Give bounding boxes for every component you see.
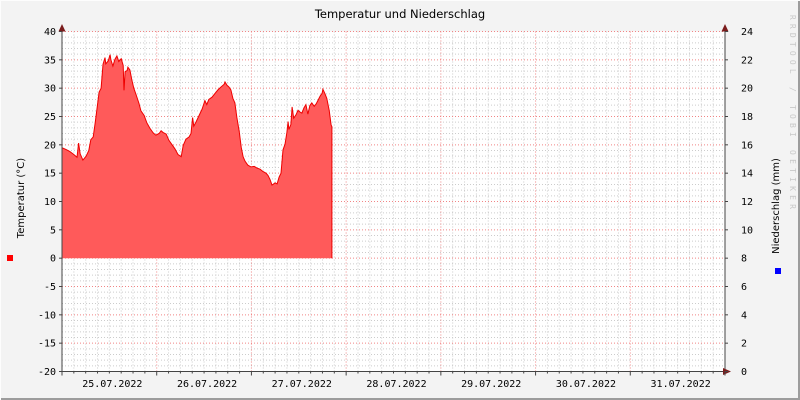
right-tick-label: 24 xyxy=(741,27,753,38)
left-axis-arrow-icon xyxy=(58,24,66,32)
x-tick-label: 28.07.2022 xyxy=(366,379,426,390)
left-axis-title: Temperatur (°C) xyxy=(16,158,27,239)
left-tick-label: 10 xyxy=(44,197,56,208)
left-tick-label: 0 xyxy=(50,254,56,265)
x-tick-label: 29.07.2022 xyxy=(461,379,521,390)
legend-marker-temperature xyxy=(7,255,13,261)
left-tick-label: 25 xyxy=(44,112,56,123)
left-tick-label: 35 xyxy=(44,55,56,66)
left-tick-label: -5 xyxy=(44,282,56,293)
right-tick-label: 14 xyxy=(741,169,753,180)
right-tick-label: 4 xyxy=(741,310,747,321)
left-tick-label: 30 xyxy=(44,84,56,95)
left-tick-label: -15 xyxy=(38,339,56,350)
left-tick-label: 20 xyxy=(44,140,56,151)
temperature-line xyxy=(61,54,333,259)
right-tick-label: 22 xyxy=(741,55,753,66)
right-tick-label: 16 xyxy=(741,140,753,151)
right-tick-label: 0 xyxy=(741,367,747,378)
right-tick-label: 6 xyxy=(741,282,747,293)
right-axis-title: Niederschlag (mm) xyxy=(771,158,782,254)
legend-marker-precipitation xyxy=(775,268,781,274)
right-tick-label: 8 xyxy=(741,254,747,265)
x-tick-label: 30.07.2022 xyxy=(556,379,616,390)
left-tick-label: 5 xyxy=(50,225,56,236)
rrdtool-watermark-text: RRDTOOL / TOBI OETIKER xyxy=(788,15,797,213)
right-tick-label: 10 xyxy=(741,225,753,236)
right-tick-label: 18 xyxy=(741,112,753,123)
left-tick-label: 40 xyxy=(44,27,56,38)
temperature-area xyxy=(62,54,332,259)
right-axis-arrow-icon xyxy=(721,24,729,32)
x-tick-label: 27.07.2022 xyxy=(272,379,332,390)
x-tick-label: 25.07.2022 xyxy=(82,379,142,390)
x-tick-label: 26.07.2022 xyxy=(177,379,237,390)
right-tick-label: 12 xyxy=(741,197,753,208)
chart-title: Temperatur und Niederschlag xyxy=(314,7,486,21)
left-tick-label: -10 xyxy=(38,310,56,321)
right-tick-label: 2 xyxy=(741,339,747,350)
left-tick-label: -20 xyxy=(38,367,56,378)
left-tick-label: 15 xyxy=(44,169,56,180)
right-tick-label: 20 xyxy=(741,84,753,95)
x-tick-label: 31.07.2022 xyxy=(651,379,711,390)
chart-generated-layer: 4035302520151050-5-10-15-202422201816141… xyxy=(38,24,753,390)
